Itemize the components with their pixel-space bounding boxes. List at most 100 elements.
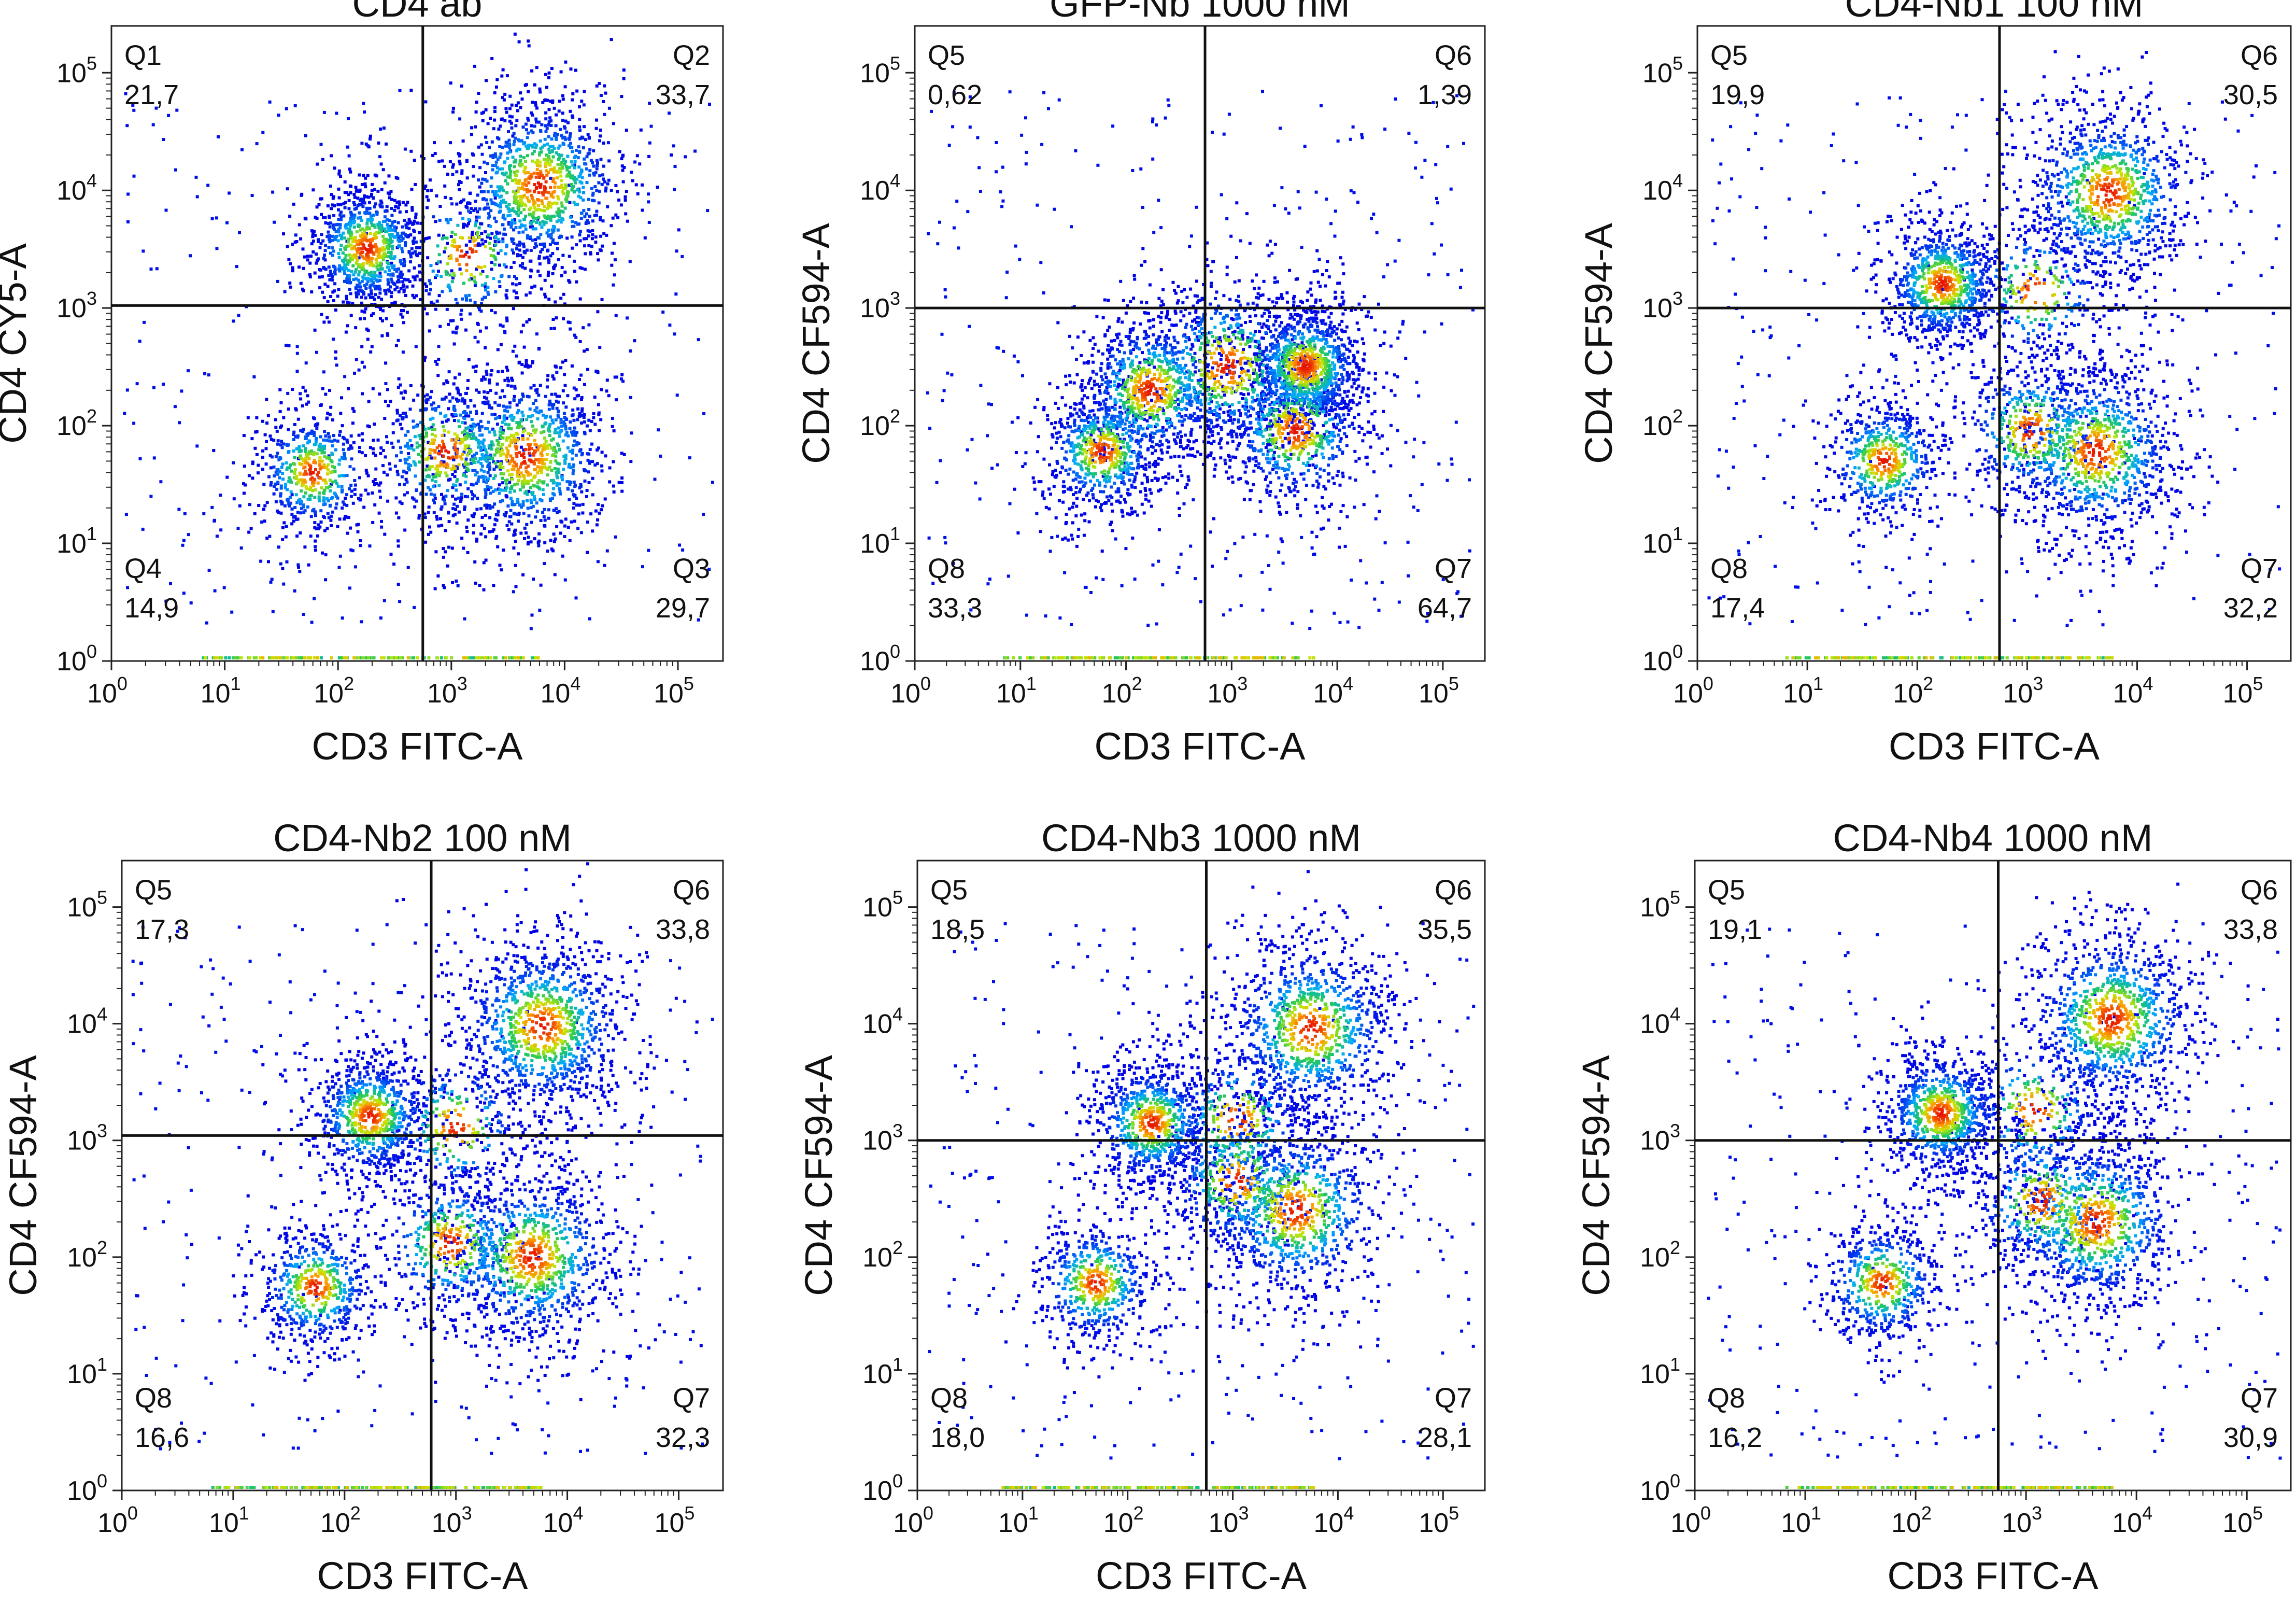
event-dot [375,482,378,485]
event-dot [529,627,533,630]
event-dot [415,294,418,298]
event-dot [558,448,561,452]
event-dot [521,430,525,433]
event-dot [329,251,332,255]
event-dot [579,196,583,200]
event-dot [325,439,329,442]
event-dot [585,220,588,224]
event-dot [499,249,503,252]
event-dot [575,431,579,434]
event-dot [1185,370,1188,374]
event-dot [369,242,373,245]
event-dot [458,117,462,121]
event-dot [189,254,192,258]
event-dot [443,184,447,188]
event-dot [382,126,386,130]
event-dot [491,156,495,159]
event-dot [506,449,510,453]
event-dot [409,384,413,387]
event-dot [539,583,543,587]
event-dot [546,202,550,206]
event-dot [568,449,572,453]
event-dot [480,465,484,468]
event-dot [411,293,415,297]
event-dot [474,125,477,129]
event-dot [483,445,486,449]
event-dot [295,656,299,659]
event-dot [525,470,528,473]
event-dot [429,264,433,268]
event-dot [411,222,415,226]
event-dot [556,195,560,199]
event-dot [535,168,539,171]
event-dot [533,498,536,501]
event-dot [363,201,366,205]
event-dot [490,268,493,271]
event-dot [353,493,357,496]
event-dot [541,511,545,514]
event-dot [464,481,467,484]
event-dot [612,122,615,125]
event-dot [517,512,521,515]
event-dot [257,471,260,475]
event-dot [509,226,513,229]
event-dot [384,270,387,274]
event-dot [494,236,498,239]
event-dot [565,236,569,240]
event-dot [452,458,456,461]
event-dot [443,586,446,589]
event-dot [337,462,341,466]
event-dot [398,203,402,206]
event-dot [498,167,502,171]
event-dot [311,250,315,254]
event-dot [325,417,329,420]
event-dot [400,475,404,479]
plot-title: CD4 ab [352,0,483,25]
event-dot [500,186,504,190]
event-dot [511,349,515,353]
event-dot [383,227,386,231]
event-dot [641,208,644,212]
event-dot [493,523,497,527]
event-dot [138,457,142,460]
event-dot [391,272,395,276]
event-dot [509,427,513,431]
event-dot [589,251,592,255]
event-dot [285,525,288,528]
event-dot [1245,212,1249,216]
event-dot [512,590,515,594]
event-dot [527,118,530,122]
event-dot [345,245,348,248]
event-dot [361,255,364,259]
event-dot [395,280,399,284]
event-dot [542,176,546,180]
event-dot [338,554,342,558]
event-dot [531,656,534,659]
event-dot [460,496,463,500]
event-dot [557,146,560,150]
event-dot [403,528,407,532]
event-dot [596,161,599,165]
event-dot [559,531,562,535]
event-dot [368,206,372,210]
event-dot [451,396,455,400]
event-dot [528,208,531,212]
event-dot [440,449,443,453]
event-dot [273,220,276,224]
event-dot [537,445,541,449]
event-dot [469,399,473,402]
event-dot [359,285,362,289]
event-dot [530,501,533,504]
event-dot [586,152,590,156]
event-dot [636,192,640,195]
event-dot [321,551,324,555]
event-dot [307,450,311,454]
event-dot [519,531,523,535]
event-dot [483,190,486,193]
event-dot [405,226,408,230]
event-dot [310,242,314,246]
event-dot [578,486,582,490]
event-dot [534,399,537,402]
event-dot [524,160,527,163]
event-dot [348,274,351,277]
